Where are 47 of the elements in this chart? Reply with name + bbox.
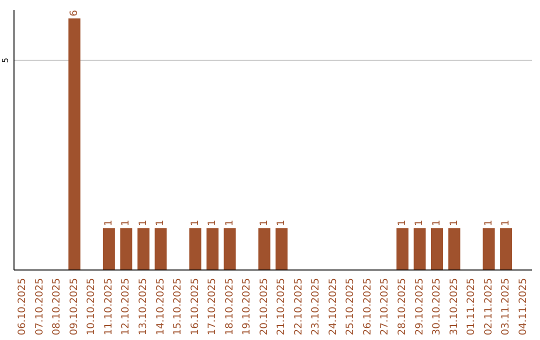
x-tick-label: 19.10.2025 <box>242 278 253 336</box>
data-label: 1 <box>448 220 460 226</box>
data-label: 1 <box>396 220 408 226</box>
x-tick-label: 25.10.2025 <box>345 278 356 336</box>
x-tick-label: 03.11.2025 <box>500 278 512 336</box>
x-tick-label: 17.10.2025 <box>207 278 218 336</box>
x-tick-label: 27.10.2025 <box>380 278 391 336</box>
y-tick-label: 5 <box>1 58 10 63</box>
data-label: 1 <box>414 220 426 226</box>
x-tick-label: 06.10.2025 <box>17 278 28 336</box>
x-tick-label: 02.11.2025 <box>483 278 494 336</box>
data-label: 1 <box>190 220 201 226</box>
x-tick-label: 10.10.2025 <box>86 278 98 336</box>
x-tick-label: 15.10.2025 <box>172 278 184 336</box>
x-tick-label: 14.10.2025 <box>155 278 166 336</box>
data-label: 1 <box>483 220 494 226</box>
data-label: 1 <box>138 220 149 226</box>
x-tick-label: 07.10.2025 <box>34 278 46 336</box>
x-tick-label: 12.10.2025 <box>120 278 132 336</box>
x-tick-label: 29.10.2025 <box>414 278 426 336</box>
x-tick-label: 11.10.2025 <box>103 278 114 336</box>
x-tick-label: 26.10.2025 <box>362 278 374 336</box>
x-tick-label: 22.10.2025 <box>293 278 304 336</box>
x-tick-label: 30.10.2025 <box>432 278 443 336</box>
data-label: 1 <box>207 220 218 226</box>
x-tick-label: 31.10.2025 <box>448 278 460 336</box>
x-tick-label: 16.10.2025 <box>190 278 201 336</box>
data-label: 1 <box>258 220 270 226</box>
data-label: 1 <box>224 220 236 226</box>
x-tick-label: 28.10.2025 <box>397 278 408 336</box>
x-tick-label: 23.10.2025 <box>310 278 322 336</box>
data-label: 1 <box>155 220 166 226</box>
x-tick-label: 04.11.2025 <box>518 278 529 336</box>
x-tick-label: 13.10.2025 <box>138 278 149 336</box>
data-label: 1 <box>500 220 512 226</box>
x-tick-label: 24.10.2025 <box>328 278 339 336</box>
x-tick-label: 01.11.2025 <box>466 278 478 336</box>
data-label: 1 <box>103 220 114 226</box>
x-tick-label: 08.10.2025 <box>52 278 63 336</box>
data-label: 1 <box>120 220 132 226</box>
x-tick-label: 20.10.2025 <box>258 278 270 336</box>
data-label: 1 <box>431 220 442 226</box>
x-tick-label: 18.10.2025 <box>224 278 236 336</box>
x-tick-label: 09.10.2025 <box>68 278 80 336</box>
data-label: 6 <box>68 10 80 16</box>
x-tick-label: 21.10.2025 <box>276 278 288 336</box>
data-label: 1 <box>276 220 288 226</box>
